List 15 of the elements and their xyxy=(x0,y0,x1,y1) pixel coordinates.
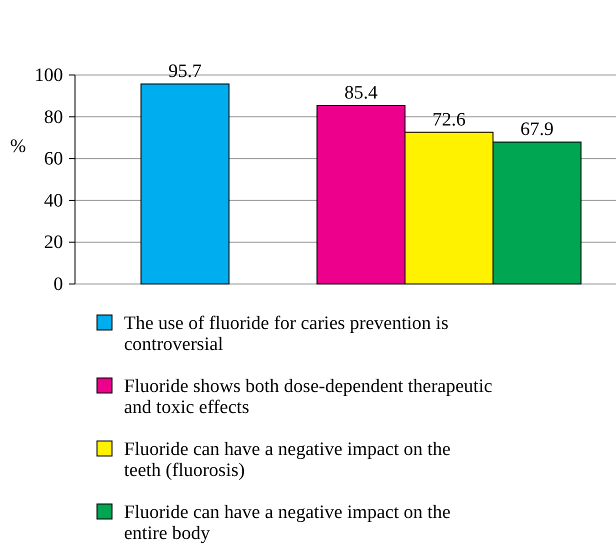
legend-label: Fluoride can have a negative impact on the teeth (fluorosis) xyxy=(124,439,451,481)
data-label: 95.7 xyxy=(168,60,202,82)
legend-label: The use of fluoride for caries prevention is controversial xyxy=(124,313,448,355)
legend-label: Fluoride shows both dose-dependent therapeutic and toxic effects xyxy=(124,376,492,418)
data-label: 72.6 xyxy=(432,109,466,130)
y-tick-label: 20 xyxy=(44,232,63,254)
data-label: 67.9 xyxy=(520,119,554,140)
y-axis-title: % xyxy=(10,136,26,157)
y-tick-label: 80 xyxy=(44,106,63,128)
y-tick-label: 100 xyxy=(34,65,63,86)
legend-label: Fluoride can have a negative impact on the entire body xyxy=(124,502,451,544)
y-tick-label: 40 xyxy=(44,190,63,212)
data-label: 85.4 xyxy=(344,82,378,104)
y-tick-label: 60 xyxy=(44,148,63,170)
y-tick-label: 0 xyxy=(54,274,63,295)
